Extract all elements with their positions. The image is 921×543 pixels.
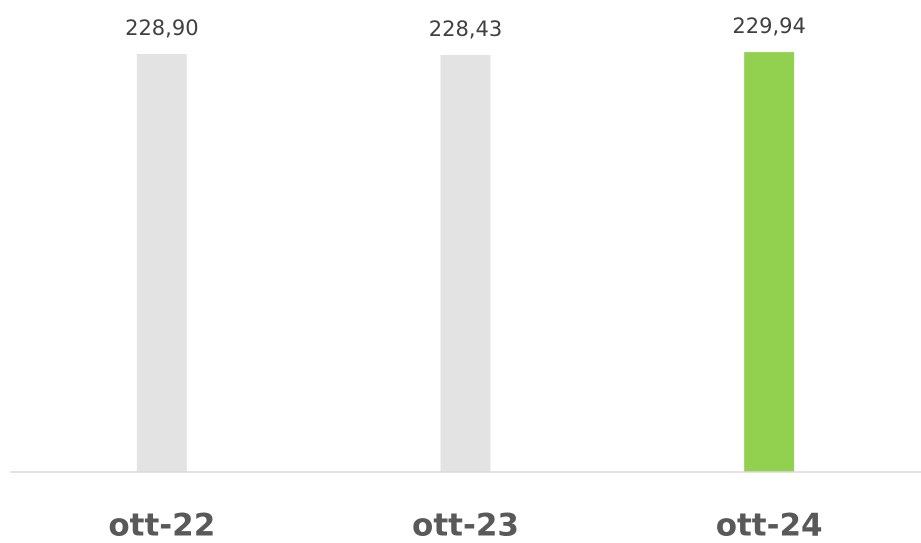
bar xyxy=(744,52,795,473)
bar xyxy=(440,54,491,473)
value-label: 228,43 xyxy=(429,17,502,41)
value-label: 228,90 xyxy=(125,16,198,40)
x-tick-label: ott-22 xyxy=(108,508,215,543)
bar xyxy=(136,54,187,472)
value-label: 229,94 xyxy=(732,14,805,38)
x-tick-label: ott-24 xyxy=(716,508,823,543)
x-tick-label: ott-23 xyxy=(412,508,519,543)
